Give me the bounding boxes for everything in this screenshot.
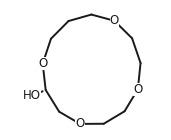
Text: O: O xyxy=(76,117,85,130)
Text: O: O xyxy=(110,14,119,27)
Text: O: O xyxy=(38,57,47,70)
Text: O: O xyxy=(133,83,142,96)
Text: HO: HO xyxy=(23,89,41,102)
